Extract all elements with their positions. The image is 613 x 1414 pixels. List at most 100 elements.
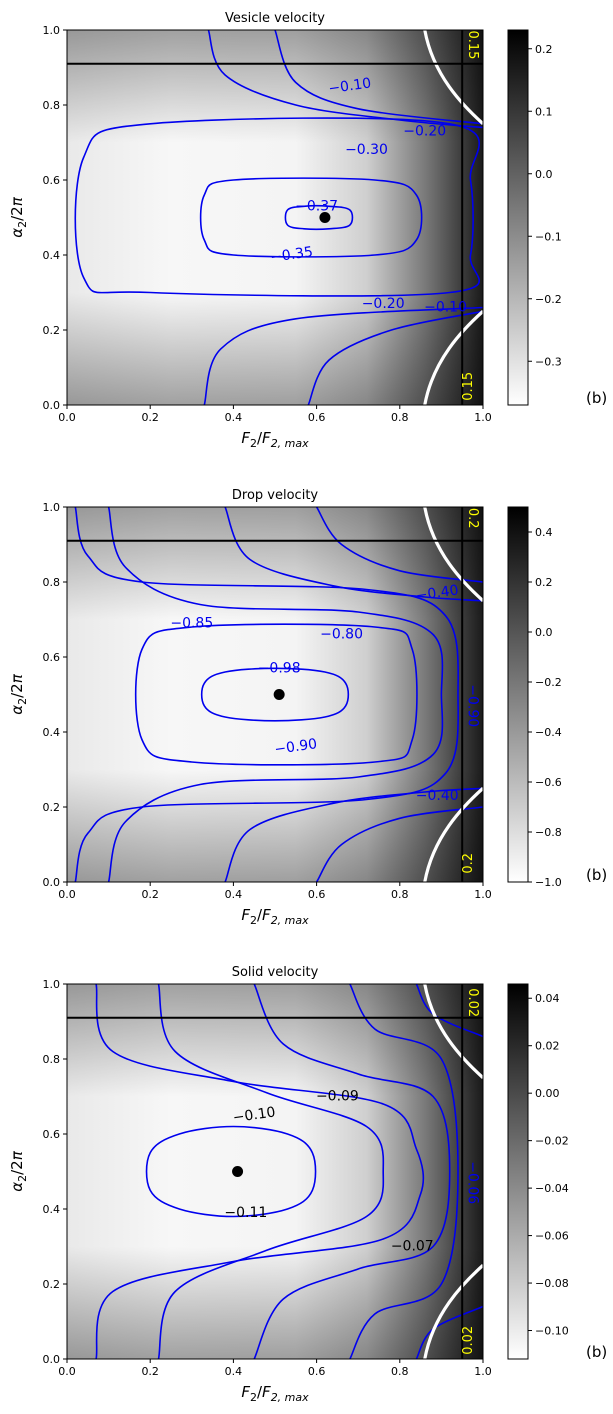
corner-contour-label: 0.15: [461, 372, 476, 401]
contour-line: [253, 983, 451, 1360]
colorbar-tick-label: −0.8: [535, 826, 562, 839]
chart-title: Drop velocity: [232, 488, 319, 503]
y-tick-label: 0.0: [43, 876, 61, 889]
y-axis-label-part: /2: [8, 206, 26, 221]
contour-label: −0.09: [316, 1089, 359, 1105]
x-tick-label: 0.4: [225, 1365, 243, 1378]
y-axis-label-part: 2: [16, 698, 29, 705]
y-tick-label: 0.0: [43, 399, 61, 412]
x-axis-label-part: 2: [250, 914, 257, 927]
boundary-arc-top: [423, 983, 485, 1079]
y-axis-label-part: /2: [8, 1160, 26, 1175]
panel-label: (b): [586, 389, 607, 407]
colorbar-tick-label: −0.04: [535, 1182, 569, 1195]
contour-line: [134, 623, 418, 766]
x-tick-label: 0.6: [308, 1365, 326, 1378]
x-axis-label-part: F: [241, 429, 250, 447]
x-axis-label-part: F: [241, 1383, 250, 1401]
colorbar-tick-label: −0.3: [535, 355, 562, 368]
contour-label: −0.37: [295, 198, 338, 214]
contour-label: −0.90: [465, 684, 481, 727]
colorbar-tick-label: 0.04: [535, 992, 560, 1005]
y-axis-label: α2/2π: [8, 1150, 29, 1192]
y-axis-label-part: π: [8, 673, 26, 683]
y-tick-label: 0.6: [43, 174, 61, 187]
y-tick-label: 0.8: [43, 1053, 61, 1066]
colorbar-tick-label: 0.0: [535, 626, 553, 639]
contour-line: [95, 983, 425, 1360]
contour-label: −0.10: [232, 1104, 277, 1126]
contour-line: [307, 310, 484, 406]
x-axis-label-part: 2, max: [271, 914, 309, 927]
x-tick-label: 0.4: [225, 888, 243, 901]
colorbar-tick-label: −0.10: [535, 1325, 569, 1338]
corner-contour-label: 0.2: [461, 853, 476, 874]
contour-line: [107, 506, 444, 883]
contour-lines: [95, 983, 484, 1360]
x-axis-label-part: 2: [250, 437, 257, 450]
minimum-marker: [232, 1166, 244, 1177]
contour-line: [200, 667, 350, 722]
contour-label: −0.98: [258, 660, 301, 676]
y-axis-label-part: α: [8, 705, 26, 715]
x-tick-label: 0.2: [141, 411, 159, 424]
x-axis-label-part: /: [257, 1383, 263, 1401]
colorbar-tick-label: 0.1: [535, 105, 553, 118]
colorbar-tick-label: −0.06: [535, 1230, 569, 1243]
x-tick-label: 0.6: [308, 411, 326, 424]
heatmap-shade: [67, 984, 483, 1359]
y-tick-label: 0.2: [43, 324, 61, 337]
contour-line: [207, 29, 484, 129]
x-axis-label-part: 2: [250, 1391, 257, 1404]
corner-contour-label: 0.02: [465, 988, 480, 1017]
contour-label: −0.80: [320, 627, 363, 643]
x-axis-label: F2/F2, max: [241, 1383, 309, 1404]
contour-label: −0.20: [362, 296, 405, 312]
contour-line: [274, 29, 484, 125]
y-tick-label: 0.6: [43, 1128, 61, 1141]
y-tick-label: 0.2: [43, 801, 61, 814]
panel-2: −0.98 −0.90 −0.85 −0.80 −0.40 −0.40 −0.90 0.2 0.…: [8, 488, 607, 927]
corner-contour-label: 0.15: [465, 31, 480, 60]
y-axis-label-part: 2: [16, 221, 29, 228]
contour-label: −0.35: [269, 244, 314, 266]
x-tick-label: 0.0: [58, 888, 76, 901]
x-tick-label: 0.8: [391, 1365, 409, 1378]
contour-label: −0.85: [170, 615, 213, 631]
contour-label: −0.20: [403, 123, 446, 139]
x-tick-label: 0.8: [391, 888, 409, 901]
y-tick-label: 1.0: [43, 978, 61, 991]
contour-line: [224, 506, 484, 602]
y-tick-label: 0.2: [43, 1278, 61, 1291]
chart-title: Vesicle velocity: [225, 11, 325, 26]
colorbar-tick-label: −1.0: [535, 876, 562, 889]
contour-line: [74, 117, 480, 297]
boundary-arc-top: [423, 29, 485, 125]
y-tick-label: 0.4: [43, 249, 61, 262]
x-axis-label-part: /: [257, 906, 263, 924]
y-tick-label: 0.4: [43, 726, 61, 739]
boundary-arc-bottom: [423, 1264, 485, 1360]
contour-lines: [74, 506, 484, 883]
contour-label: −0.11: [224, 1205, 267, 1221]
minimum-marker: [319, 212, 331, 223]
y-axis-label: α2/2π: [8, 673, 29, 715]
y-axis-label-part: π: [8, 196, 26, 206]
heatmap-shade: [67, 30, 483, 405]
y-axis-label-part: π: [8, 1150, 26, 1160]
contour-line: [145, 1125, 317, 1218]
x-tick-label: 0.8: [391, 411, 409, 424]
x-axis-label-part: 2, max: [271, 1391, 309, 1404]
minimum-marker: [273, 689, 285, 700]
colorbar-tick-label: −0.2: [535, 293, 562, 306]
corner-contour-label: 0.02: [461, 1326, 476, 1355]
chart-title: Solid velocity: [232, 965, 319, 980]
x-tick-label: 0.6: [308, 888, 326, 901]
axes-frame: [66, 506, 484, 883]
boundary-arc-bottom: [423, 310, 485, 406]
boundary-arc-top: [423, 506, 485, 602]
contour-line: [284, 204, 354, 231]
contour-line: [224, 787, 484, 883]
y-axis-label-part: α: [8, 228, 26, 238]
